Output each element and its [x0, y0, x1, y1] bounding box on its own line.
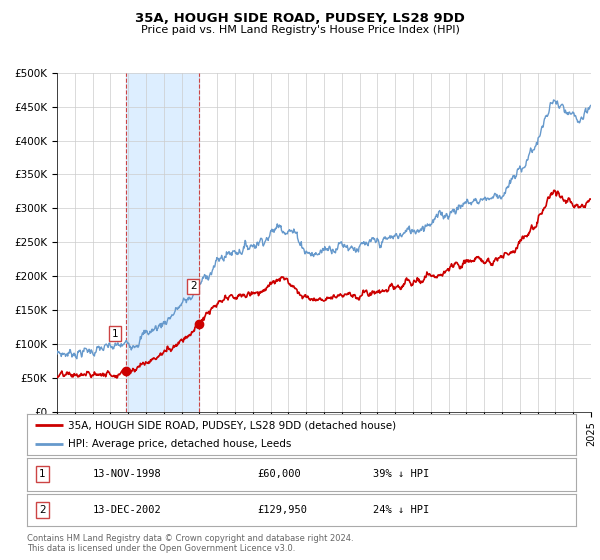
Text: £60,000: £60,000: [257, 469, 301, 479]
Text: 2: 2: [39, 505, 46, 515]
Text: 1: 1: [112, 329, 119, 339]
Text: 13-DEC-2002: 13-DEC-2002: [93, 505, 161, 515]
Text: £129,950: £129,950: [257, 505, 308, 515]
Text: 13-NOV-1998: 13-NOV-1998: [93, 469, 161, 479]
Text: 24% ↓ HPI: 24% ↓ HPI: [373, 505, 429, 515]
Bar: [126, 73, 199, 412]
Text: 35A, HOUGH SIDE ROAD, PUDSEY, LS28 9DD (detached house): 35A, HOUGH SIDE ROAD, PUDSEY, LS28 9DD (…: [68, 421, 397, 430]
Text: 1: 1: [39, 469, 46, 479]
Text: Price paid vs. HM Land Registry's House Price Index (HPI): Price paid vs. HM Land Registry's House …: [140, 25, 460, 35]
Text: Contains HM Land Registry data © Crown copyright and database right 2024.
This d: Contains HM Land Registry data © Crown c…: [27, 534, 353, 553]
Text: 35A, HOUGH SIDE ROAD, PUDSEY, LS28 9DD: 35A, HOUGH SIDE ROAD, PUDSEY, LS28 9DD: [135, 12, 465, 25]
Text: 2: 2: [190, 281, 197, 291]
Text: HPI: Average price, detached house, Leeds: HPI: Average price, detached house, Leed…: [68, 439, 292, 449]
Text: 39% ↓ HPI: 39% ↓ HPI: [373, 469, 429, 479]
